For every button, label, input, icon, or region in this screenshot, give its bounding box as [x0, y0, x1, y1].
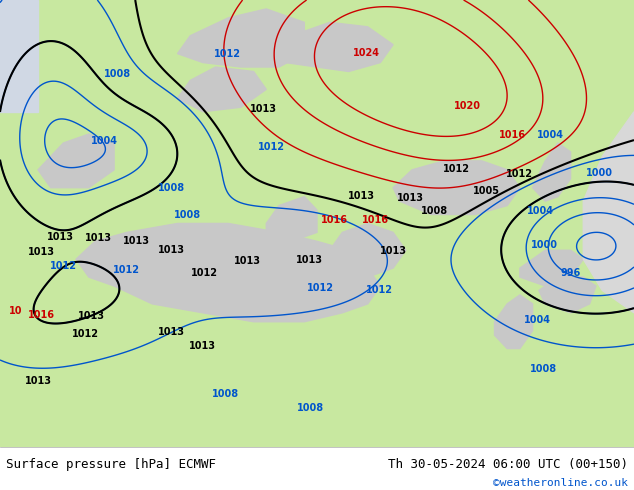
Text: 1000: 1000 — [531, 240, 557, 250]
Text: 1012: 1012 — [443, 164, 470, 174]
Polygon shape — [533, 143, 571, 201]
Text: 1008: 1008 — [531, 364, 557, 374]
Text: 1013: 1013 — [380, 246, 406, 256]
Text: 1016: 1016 — [499, 130, 526, 140]
Polygon shape — [520, 250, 583, 286]
Text: 1004: 1004 — [527, 206, 553, 216]
Text: 1008: 1008 — [421, 206, 448, 216]
Polygon shape — [539, 277, 596, 313]
Text: 1016: 1016 — [321, 215, 348, 225]
Text: 1012: 1012 — [307, 283, 333, 293]
Text: 1013: 1013 — [348, 191, 375, 201]
Text: 10: 10 — [9, 306, 23, 316]
Text: 1016: 1016 — [362, 215, 389, 225]
Text: 1012: 1012 — [50, 261, 77, 271]
Text: Surface pressure [hPa] ECMWF: Surface pressure [hPa] ECMWF — [6, 458, 216, 471]
Polygon shape — [178, 9, 304, 67]
Text: 1013: 1013 — [234, 256, 261, 267]
Text: 996: 996 — [560, 269, 581, 278]
Polygon shape — [0, 0, 38, 112]
Polygon shape — [393, 161, 520, 215]
Text: 1012: 1012 — [507, 169, 533, 179]
Text: 1012: 1012 — [258, 142, 285, 151]
Text: 1008: 1008 — [174, 210, 200, 220]
Text: 1012: 1012 — [113, 266, 140, 275]
Polygon shape — [495, 295, 533, 348]
Text: 1013: 1013 — [296, 255, 323, 265]
Text: 1008: 1008 — [158, 183, 184, 193]
Text: 1020: 1020 — [455, 101, 481, 111]
Text: 1004: 1004 — [537, 130, 564, 140]
Text: 1013: 1013 — [47, 232, 74, 242]
Polygon shape — [38, 134, 114, 188]
Text: Th 30-05-2024 06:00 UTC (00+150): Th 30-05-2024 06:00 UTC (00+150) — [387, 458, 628, 471]
Polygon shape — [266, 23, 393, 72]
Polygon shape — [178, 67, 266, 112]
Text: 1012: 1012 — [366, 285, 392, 294]
Text: 1013: 1013 — [158, 326, 184, 337]
Text: 1012: 1012 — [214, 49, 240, 59]
Text: 1013: 1013 — [158, 245, 184, 255]
Polygon shape — [583, 112, 634, 313]
Text: ©weatheronline.co.uk: ©weatheronline.co.uk — [493, 478, 628, 488]
Text: 1000: 1000 — [586, 169, 612, 178]
Text: 1012: 1012 — [191, 269, 218, 278]
Text: 1013: 1013 — [79, 311, 105, 321]
Text: 1013: 1013 — [250, 104, 276, 115]
Text: 1004: 1004 — [91, 136, 118, 146]
Text: 1013: 1013 — [190, 342, 216, 351]
Text: 1012: 1012 — [72, 329, 99, 339]
Polygon shape — [266, 196, 317, 241]
Text: 1016: 1016 — [28, 310, 55, 320]
Text: 1005: 1005 — [474, 186, 500, 196]
Text: 1013: 1013 — [85, 233, 112, 243]
Text: 1013: 1013 — [28, 247, 55, 257]
Text: 1004: 1004 — [524, 315, 551, 324]
Polygon shape — [76, 223, 380, 322]
Text: 1024: 1024 — [353, 48, 380, 58]
Text: 1013: 1013 — [398, 193, 424, 202]
Polygon shape — [330, 223, 406, 277]
Text: 1008: 1008 — [297, 403, 324, 413]
Text: 1008: 1008 — [104, 69, 131, 79]
Text: 1013: 1013 — [123, 236, 150, 246]
Text: 1013: 1013 — [25, 376, 51, 386]
Text: 1008: 1008 — [212, 389, 238, 399]
